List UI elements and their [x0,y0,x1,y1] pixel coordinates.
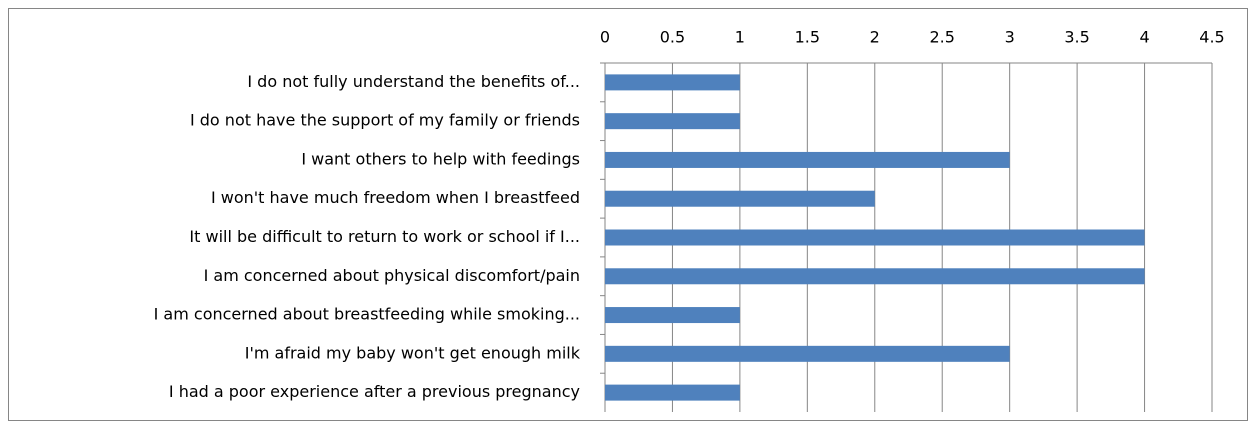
y-tick-label: I am concerned about breastfeeding while… [154,305,580,324]
y-tick-label: I do not have the support of my family o… [190,111,580,130]
bar [605,113,740,130]
y-tick-label: I want others to help with feedings [301,149,580,168]
y-tick-label: It will be difficult to return to work o… [189,227,580,246]
x-tick-label: 4 [1139,28,1149,47]
y-tick-label: I do not fully understand the benefits o… [247,72,580,91]
bar [605,307,740,324]
bar [605,229,1145,246]
y-tick-label: I won't have much freedom when I breastf… [211,188,580,207]
bar [605,151,1010,168]
y-tick-label: I had a poor experience after a previous… [169,382,580,401]
x-tick-label: 2.5 [929,28,954,47]
bar [605,268,1145,285]
x-tick-label: 0 [600,28,610,47]
y-tick-label: I'm afraid my baby won't get enough milk [245,343,581,362]
bar [605,384,740,401]
x-tick-label: 0.5 [660,28,685,47]
x-tick-label: 1.5 [795,28,820,47]
bar [605,74,740,91]
x-tick-label: 4.5 [1199,28,1224,47]
x-tick-label: 3.5 [1064,28,1089,47]
x-tick-label: 2 [870,28,880,47]
x-tick-label: 3 [1005,28,1015,47]
y-tick-label: I am concerned about physical discomfort… [204,266,580,285]
bar [605,190,875,207]
x-tick-label: 1 [735,28,745,47]
bar [605,345,1010,362]
